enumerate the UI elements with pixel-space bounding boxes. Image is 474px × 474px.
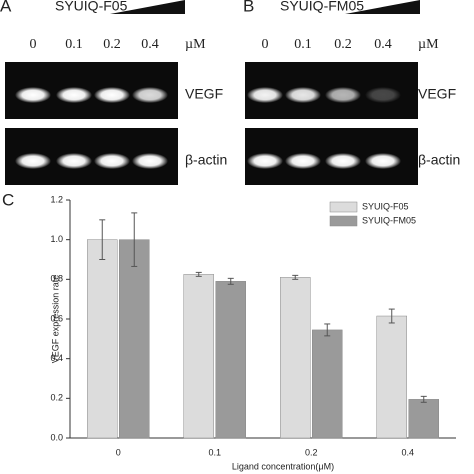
gel-band bbox=[325, 153, 361, 169]
y-tick-label: 1.2 bbox=[50, 194, 63, 204]
bar bbox=[280, 277, 311, 439]
bar bbox=[183, 274, 214, 439]
row-label: β-actin bbox=[185, 152, 227, 168]
unit-label: µM bbox=[418, 37, 439, 52]
y-tick-label: 0.8 bbox=[50, 274, 63, 284]
panel-label: A bbox=[0, 0, 12, 15]
y-tick-label: 0.6 bbox=[50, 313, 63, 323]
x-axis-label: Ligand concentration(μM) bbox=[232, 461, 334, 471]
y-tick-label: 0.0 bbox=[50, 432, 63, 442]
gel-band bbox=[365, 87, 401, 103]
concentration-label: 0 bbox=[30, 37, 37, 52]
compound-name: SYUIQ-F05 bbox=[55, 0, 128, 14]
bar bbox=[408, 399, 439, 439]
bar bbox=[215, 281, 246, 439]
y-tick-label: 0.4 bbox=[50, 353, 63, 363]
gel-band bbox=[132, 153, 168, 169]
concentration-label: 0.4 bbox=[141, 37, 159, 52]
y-tick-label: 0.2 bbox=[50, 393, 63, 403]
row-label: VEGF bbox=[418, 86, 456, 102]
x-tick-label: 0.1 bbox=[208, 447, 221, 457]
gel-band bbox=[15, 153, 51, 169]
gel-band bbox=[247, 153, 283, 169]
legend-swatch bbox=[329, 215, 358, 227]
bar bbox=[119, 239, 150, 439]
x-tick-label: 0.4 bbox=[401, 447, 414, 457]
concentration-label: 0.1 bbox=[65, 37, 83, 52]
gel-band bbox=[132, 87, 168, 103]
concentration-label: 0 bbox=[262, 37, 269, 52]
gel-band bbox=[247, 87, 283, 103]
concentration-label: 0.2 bbox=[334, 37, 352, 52]
gel-band bbox=[15, 87, 51, 103]
gel-band bbox=[94, 87, 130, 103]
gel-band bbox=[325, 87, 361, 103]
gel-band bbox=[94, 153, 130, 169]
panel-label: B bbox=[243, 0, 254, 15]
gradient-wedge bbox=[110, 0, 185, 14]
gradient-wedge bbox=[345, 0, 420, 14]
row-label: β-actin bbox=[418, 152, 460, 168]
compound-name: SYUIQ-FM05 bbox=[280, 0, 364, 14]
gel-band bbox=[285, 87, 321, 103]
y-tick-label: 1.0 bbox=[50, 234, 63, 244]
bar bbox=[376, 315, 407, 439]
legend-label: SYUIQ-FM05 bbox=[362, 215, 416, 225]
legend-label: SYUIQ-F05 bbox=[362, 201, 409, 211]
legend-swatch bbox=[329, 201, 358, 213]
gel-band bbox=[56, 153, 92, 169]
y-axis-label: VEGF expression rate bbox=[50, 275, 60, 364]
concentration-label: 0.4 bbox=[374, 37, 392, 52]
bar bbox=[312, 329, 343, 439]
concentration-label: 0.1 bbox=[294, 37, 312, 52]
row-label: VEGF bbox=[185, 86, 223, 102]
gel-band bbox=[285, 153, 321, 169]
gel-band bbox=[56, 87, 92, 103]
bar bbox=[87, 239, 118, 439]
unit-label: µM bbox=[185, 37, 206, 52]
x-tick-label: 0.2 bbox=[305, 447, 318, 457]
panel-label: C bbox=[2, 190, 14, 209]
x-tick-label: 0 bbox=[116, 447, 121, 457]
concentration-label: 0.2 bbox=[103, 37, 121, 52]
gel-band bbox=[365, 153, 401, 169]
